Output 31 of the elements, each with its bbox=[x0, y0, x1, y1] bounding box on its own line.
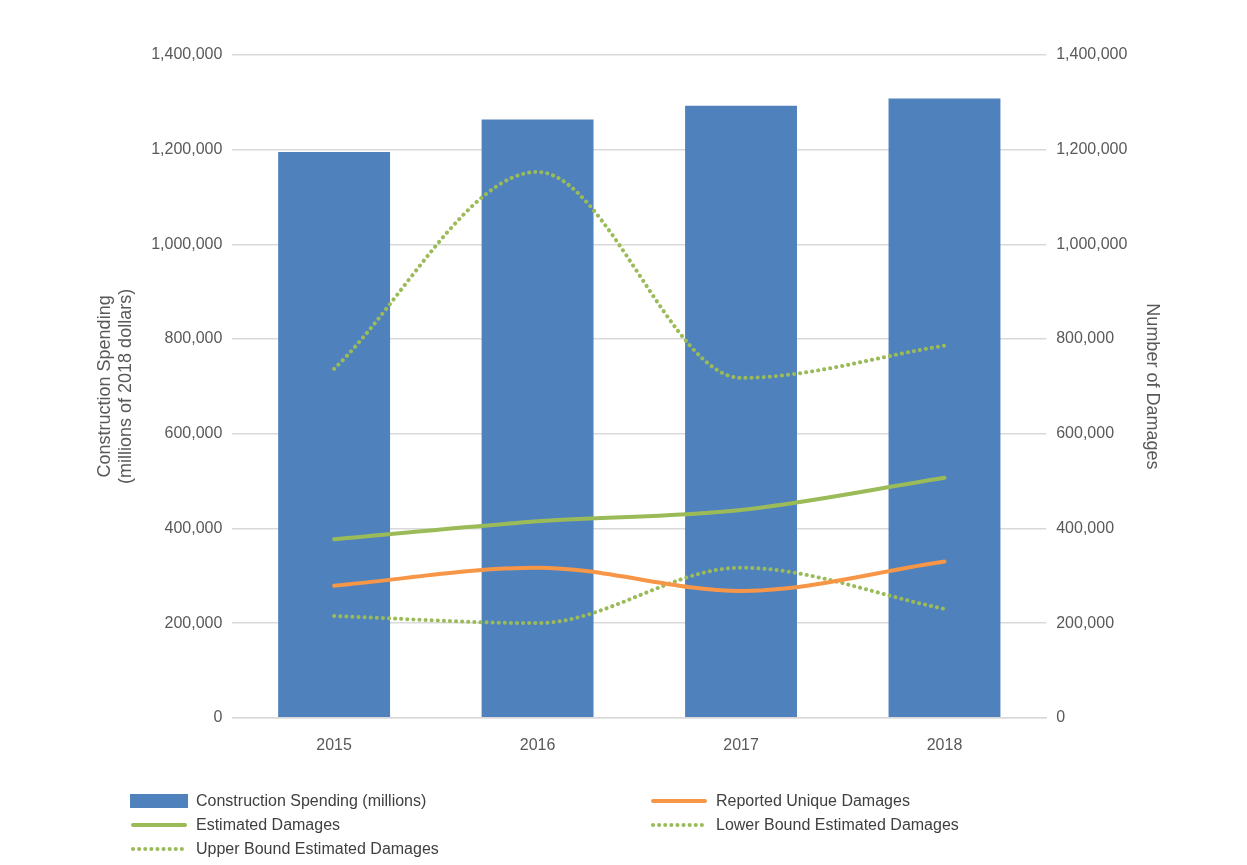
y2-tick-label: 400,000 bbox=[1056, 518, 1115, 536]
y2-tick-label: 1,200,000 bbox=[1056, 140, 1128, 158]
y-axis-title: Construction Spending (millions of 2018 dollars) bbox=[93, 288, 136, 484]
y2-tick-label: 1,000,000 bbox=[1056, 234, 1128, 252]
y-tick-label: 800,000 bbox=[164, 329, 223, 347]
y2-tick-label: 600,000 bbox=[1056, 424, 1115, 442]
x-tick-label: 2017 bbox=[723, 735, 759, 753]
y2-tick-label: 800,000 bbox=[1056, 329, 1115, 347]
y2-axis-title: Number of Damages bbox=[1143, 303, 1164, 470]
legend-label: Upper Bound Estimated Damages bbox=[196, 840, 439, 858]
line-series bbox=[332, 169, 947, 380]
y-tick-label: 1,000,000 bbox=[151, 234, 223, 252]
line-series bbox=[332, 559, 947, 593]
legend-label: Lower Bound Estimated Damages bbox=[716, 816, 959, 834]
y2-tick-label: 1,400,000 bbox=[1056, 45, 1128, 63]
line-series bbox=[332, 565, 947, 626]
legend-label: Estimated Damages bbox=[196, 816, 341, 834]
legend-label: Reported Unique Damages bbox=[716, 792, 910, 810]
y-tick-label: 0 bbox=[213, 708, 223, 726]
y-tick-label: 1,200,000 bbox=[151, 140, 223, 158]
x-tick-label: 2015 bbox=[316, 735, 353, 753]
y2-tick-label: 200,000 bbox=[1056, 613, 1115, 631]
y-tick-label: 1,400,000 bbox=[151, 45, 223, 63]
x-tick-label: 2016 bbox=[519, 735, 556, 753]
legend-label: Construction Spending (millions) bbox=[196, 792, 427, 810]
y-tick-label: 200,000 bbox=[164, 613, 223, 631]
y2-tick-label: 0 bbox=[1056, 708, 1066, 726]
x-tick-label: 2018 bbox=[926, 735, 963, 753]
y-tick-label: 400,000 bbox=[164, 518, 223, 536]
y-tick-label: 600,000 bbox=[164, 424, 223, 442]
line-series bbox=[332, 475, 947, 542]
